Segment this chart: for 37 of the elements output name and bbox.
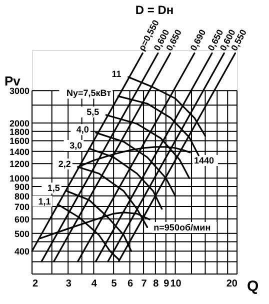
series-label: 5,5	[86, 107, 100, 118]
x-tick-label: 20	[226, 278, 238, 290]
series-label: 1,1	[38, 196, 51, 206]
series-label: 3,0	[70, 140, 82, 151]
x-tick-label: 8	[153, 278, 160, 290]
series-label: 11	[112, 69, 122, 80]
x-tick-label: 9	[164, 278, 170, 290]
y-tick-label: 1200	[9, 159, 30, 170]
y-tick-label: 1000	[9, 174, 30, 184]
x-tick-label: 2	[32, 278, 38, 290]
series-label: 2,2	[58, 159, 71, 170]
y-tick-label: 800	[14, 191, 30, 202]
y-tick-label: 700	[14, 202, 30, 212]
y-tick-label: 3000	[9, 86, 30, 96]
x-tick-label: 4	[91, 278, 98, 290]
series-label: 4,0	[76, 124, 89, 135]
y-tick-label: 2000	[9, 118, 30, 128]
y-tick-label: 900	[14, 182, 30, 192]
x-tick-label: 3	[66, 278, 72, 290]
y-tick-label: 500	[14, 228, 30, 239]
x-tick-label: 7	[141, 278, 148, 290]
chart-title: D = Dн	[135, 2, 174, 17]
x-axis-title: Q	[247, 278, 259, 295]
series-label: 1,5	[47, 183, 60, 194]
series-label: Ny=7,5кВт	[66, 88, 112, 98]
y-tick-label: 1800	[9, 126, 30, 137]
series-label: 1440	[194, 155, 214, 166]
y-tick-label: 1400	[9, 146, 30, 157]
y-axis-title: Pv	[4, 74, 22, 88]
series-label: n=950об/мин	[154, 222, 211, 232]
y-tick-label: 400	[14, 246, 30, 257]
text: 0,690	[188, 28, 208, 52]
y-tick-label: 600	[14, 214, 30, 224]
x-tick-label: 10	[170, 278, 182, 290]
y-tick-label: 1600	[9, 136, 30, 146]
x-tick-label: 5	[111, 278, 118, 290]
x-tick-label: 6	[128, 278, 134, 290]
